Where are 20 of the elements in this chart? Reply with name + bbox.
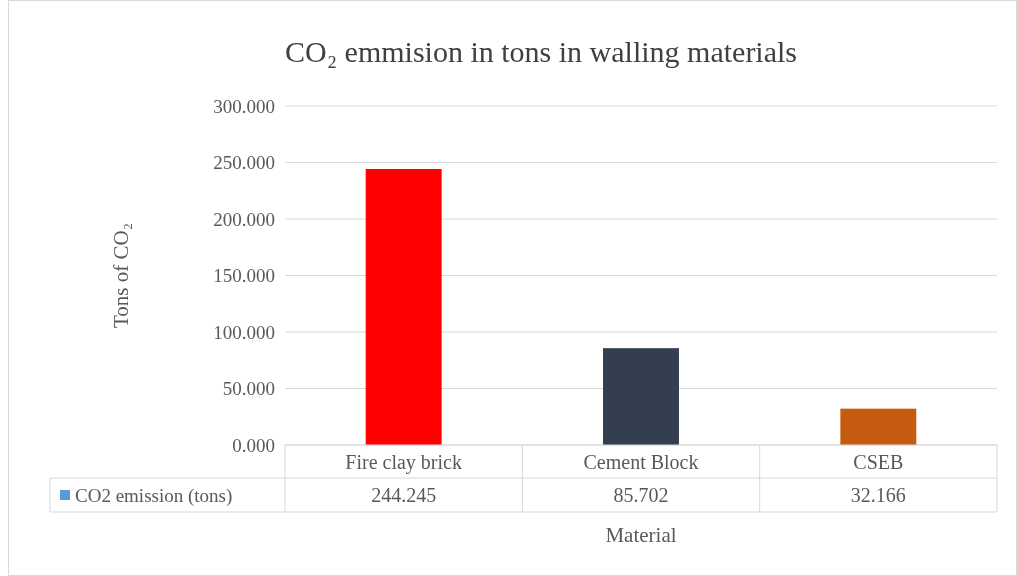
y-tick-label: 200.000 — [213, 208, 275, 230]
y-tick-label: 0.000 — [232, 434, 275, 456]
y-axis-title: Tons of CO₂ — [109, 222, 133, 329]
text: CO2 emission (tons) — [75, 484, 233, 507]
x-tick-label: Fire clay brick — [345, 450, 462, 474]
data-label: 32.166 — [850, 484, 906, 506]
y-tick-label: 100.000 — [213, 321, 275, 343]
chart-title: CO₂ emmision in tons in walling materials — [284, 35, 798, 68]
data-label: 244.245 — [371, 484, 437, 506]
y-tick-label: 150.000 — [213, 265, 275, 287]
y-tick-label: 250.000 — [213, 152, 275, 174]
data-label: 85.702 — [613, 484, 669, 506]
x-tick-label: CSEB — [853, 450, 904, 473]
y-tick-label: 50.000 — [222, 378, 275, 400]
x-tick-label: Cement Block — [583, 450, 699, 473]
x-axis-title: Material — [605, 523, 677, 548]
bar — [840, 408, 917, 445]
bar — [603, 348, 679, 445]
y-tick-label: 300.000 — [213, 95, 275, 117]
bar — [365, 169, 442, 445]
